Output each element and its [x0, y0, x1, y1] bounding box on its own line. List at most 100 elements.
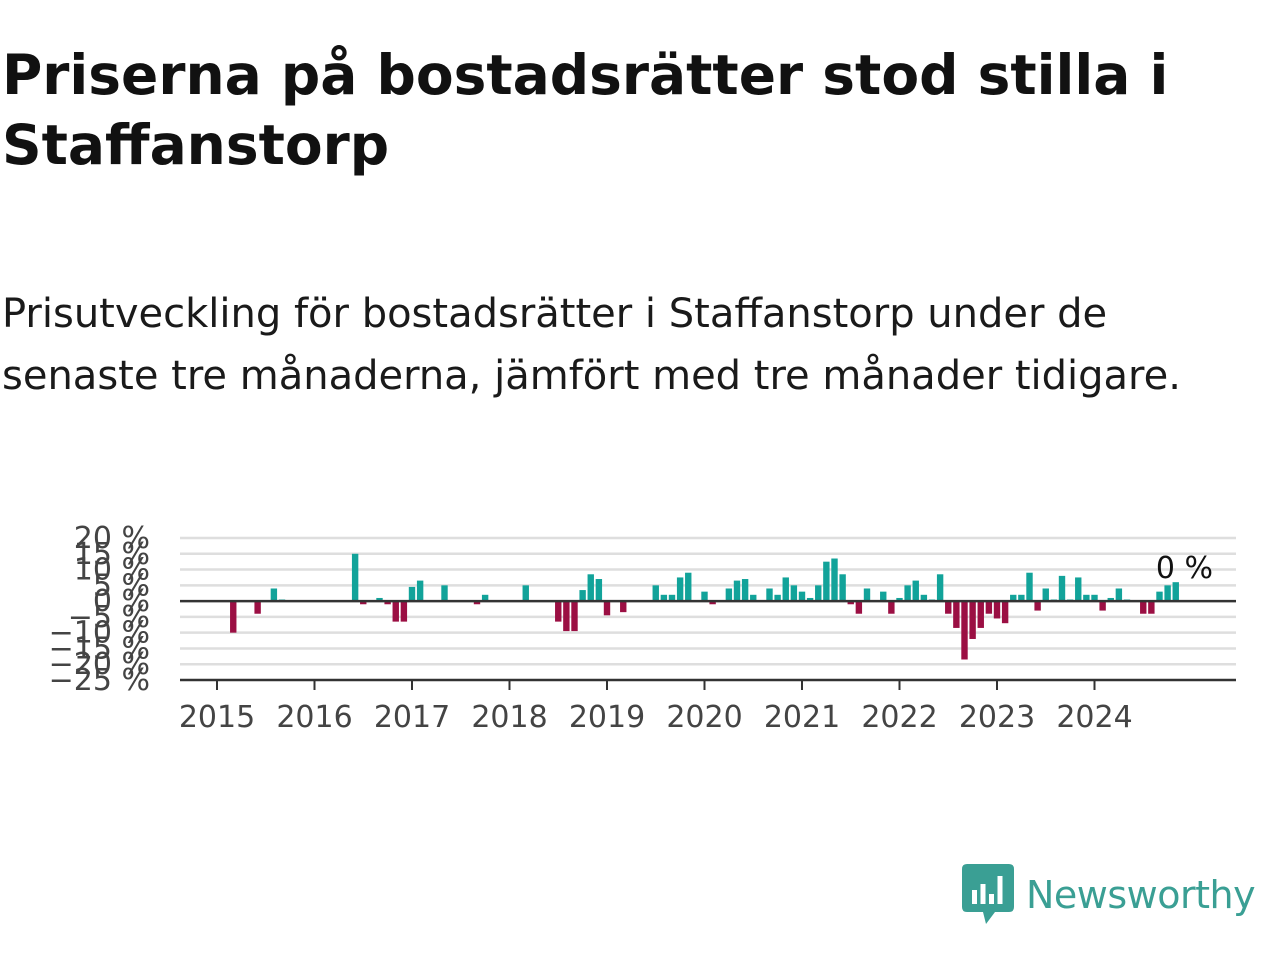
bar: [230, 601, 237, 633]
x-tick-label: 2017: [374, 700, 450, 735]
bar: [481, 594, 489, 602]
x-tick-label: 2023: [959, 700, 1035, 735]
bar: [384, 601, 391, 605]
bar: [750, 594, 757, 602]
bar: [376, 597, 383, 602]
y-tick-label: 5 %: [93, 568, 150, 603]
bar: [912, 580, 919, 602]
x-tick-label: 2020: [666, 700, 742, 735]
y-tick-label: 20 %: [74, 521, 150, 556]
bar: [863, 588, 871, 602]
bar: [888, 601, 895, 614]
bar: [1083, 594, 1090, 602]
bar-chart: 20 %15 %10 %5 %0 %−5 %−10 %−15 %−20 %−25…: [49, 521, 1236, 735]
bar: [782, 577, 789, 602]
x-tick-label: 2024: [1056, 700, 1132, 735]
bar: [1156, 591, 1163, 602]
bar: [620, 601, 627, 613]
bar: [254, 601, 261, 614]
y-tick-label: 0 %: [93, 584, 150, 619]
bar: [839, 574, 846, 602]
bar: [709, 601, 716, 605]
bar: [741, 579, 749, 602]
bar: [660, 594, 668, 602]
y-axis-tick-labels: 20 %15 %10 %5 %0 %−5 %−10 %−15 %−20 %−25…: [49, 521, 150, 698]
brand-name: Newsworthy: [1026, 873, 1256, 917]
bar: [977, 601, 984, 628]
y-tick-label: −25 %: [49, 663, 150, 698]
bar: [1164, 585, 1171, 602]
bar: [587, 574, 594, 602]
bar: [936, 574, 944, 602]
bar: [831, 558, 838, 602]
bar: [652, 585, 659, 602]
bar: [725, 588, 733, 602]
bar: [408, 586, 416, 602]
bar: [1018, 594, 1025, 602]
bar: [806, 597, 814, 602]
bar: [571, 601, 578, 632]
bar: [815, 585, 822, 602]
bar: [766, 588, 773, 602]
bar: [945, 601, 952, 614]
bar: [1026, 572, 1033, 602]
bar: [579, 590, 586, 602]
x-tick-label: 2021: [764, 700, 840, 735]
bar: [1075, 577, 1082, 602]
bar: [1099, 601, 1106, 611]
y-tick-label: 10 %: [74, 553, 150, 588]
bar: [985, 601, 993, 614]
y-tick-label: −5 %: [68, 600, 150, 635]
bar: [1042, 588, 1049, 602]
x-tick-label: 2018: [471, 700, 547, 735]
bar: [904, 585, 911, 602]
bar: [1091, 594, 1098, 602]
last-value-label: 0 %: [1156, 551, 1213, 586]
bar: [1148, 601, 1155, 614]
x-tick-label: 2019: [569, 700, 645, 735]
bar: [790, 585, 798, 602]
bar: [920, 594, 928, 602]
brand-logo: Newsworthy: [962, 862, 1256, 928]
bar: [1107, 597, 1114, 602]
bar: [1001, 601, 1009, 624]
bar: [595, 579, 603, 602]
bar: [1172, 582, 1179, 602]
bars: [230, 553, 1179, 660]
bar: [969, 601, 976, 639]
newsworthy-logo-icon: [962, 864, 1014, 924]
y-tick-label: −10 %: [49, 616, 150, 651]
bar: [847, 601, 854, 605]
bar: [953, 601, 960, 628]
bar: [1034, 601, 1041, 611]
bar: [880, 591, 887, 602]
bar: [961, 601, 968, 660]
bar: [823, 561, 830, 602]
bar: [351, 553, 359, 602]
y-tick-label: −20 %: [49, 647, 150, 682]
bar: [993, 601, 1001, 619]
bar: [685, 572, 692, 602]
x-tick-label: 2015: [179, 700, 255, 735]
bar: [676, 577, 684, 602]
bar: [360, 601, 367, 605]
bar: [855, 601, 863, 614]
bar: [798, 591, 806, 602]
bar: [473, 601, 481, 605]
x-tick-label: 2022: [861, 700, 937, 735]
bar: [555, 601, 562, 622]
bar: [1115, 588, 1123, 602]
y-tick-label: −15 %: [49, 631, 150, 666]
bar: [441, 585, 448, 602]
chart-subtitle: Prisutveckling för bostadsrätter i Staff…: [2, 291, 1181, 399]
bar: [701, 591, 708, 602]
bar: [416, 580, 424, 602]
bar: [563, 601, 570, 632]
bar: [270, 588, 278, 602]
y-tick-label: 15 %: [74, 537, 150, 572]
bar: [733, 580, 741, 602]
bar: [1058, 575, 1066, 602]
bar: [668, 594, 676, 602]
bar: [1010, 594, 1017, 602]
bar: [522, 585, 529, 602]
